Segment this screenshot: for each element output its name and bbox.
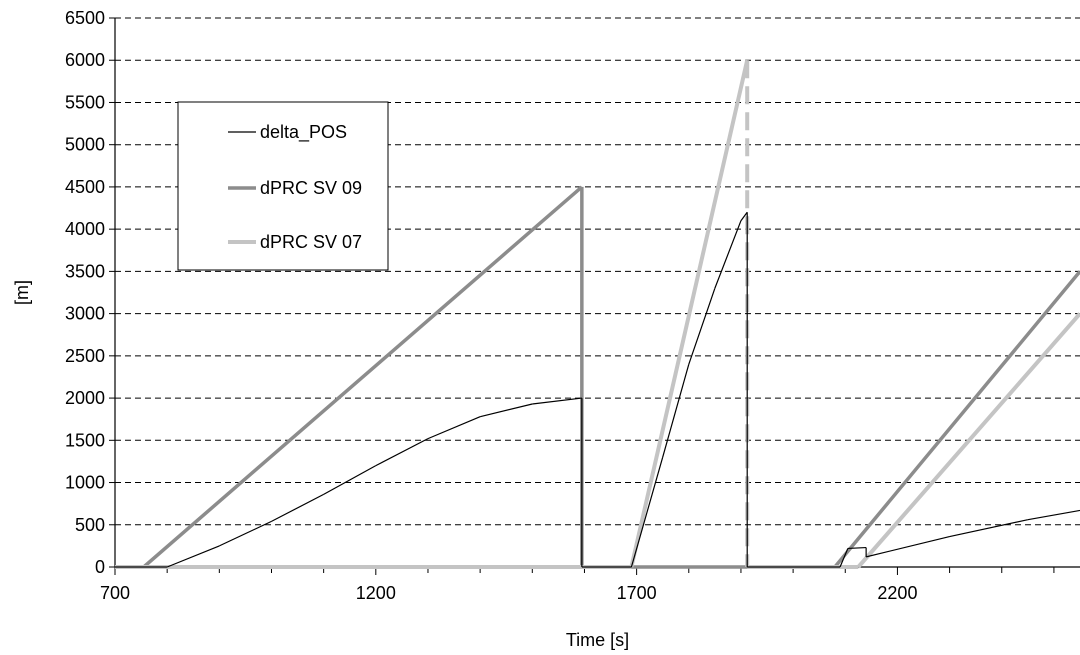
series-segment [662,364,690,458]
series-segment [629,59,750,568]
y-tick-label: 1500 [65,430,105,450]
tick-labels: 0 500 1000 1500 2000 2500 3000 3500 4000 4500 5000… [65,8,918,603]
x-tick-label: 1700 [617,583,657,603]
y-tick-label: 3000 [65,304,105,324]
series-segment [479,403,533,418]
y-tick-label: 3500 [65,261,105,281]
y-tick-label: 2500 [65,346,105,366]
y-tick-label: 5000 [65,135,105,155]
series-segment [271,493,324,522]
series-segment [166,545,220,568]
series-segment [847,546,867,550]
series-segment [833,270,1080,569]
y-tick-label: 6000 [65,50,105,70]
y-tick-label: 5500 [65,92,105,112]
series-segment [740,211,748,222]
series-segment [630,457,664,568]
y-tick-label: 4000 [65,219,105,239]
series-segment [532,397,582,405]
series-segment [949,519,1028,538]
series-layer [115,59,1080,569]
y-tick-label: 2000 [65,388,105,408]
legend-label-dprc-sv07: dPRC SV 07 [260,232,362,252]
series-delta-pos [115,211,1080,568]
x-tick-label: 700 [100,583,130,603]
series-segment [1027,509,1080,521]
y-tick-label: 500 [75,515,105,535]
y-tick-label: 4500 [65,177,105,197]
series-segment [219,520,272,547]
series-segment [323,465,377,495]
y-tick-label: 6500 [65,8,105,28]
series-segment [865,536,950,558]
series-segment [714,220,742,289]
x-tick-label: 2200 [877,583,917,603]
x-tick-label: 1200 [356,583,396,603]
series-segment [427,416,481,440]
series-segment [375,438,429,467]
series-segment [839,548,849,568]
y-tick-label: 1000 [65,473,105,493]
legend-label-dprc-sv09: dPRC SV 09 [260,178,362,198]
legend-label-delta-pos: delta_POS [260,122,347,143]
legend-box [177,101,389,271]
series-segment [142,185,583,569]
legend: delta_POS dPRC SV 09 dPRC SV 07 [177,101,389,271]
series-segment [688,288,716,365]
y-axis-title: [m] [12,280,32,305]
y-tick-label: 0 [95,557,105,577]
series-segment [856,312,1080,569]
gridlines [115,17,1080,526]
x-axis-title: Time [s] [566,630,629,650]
